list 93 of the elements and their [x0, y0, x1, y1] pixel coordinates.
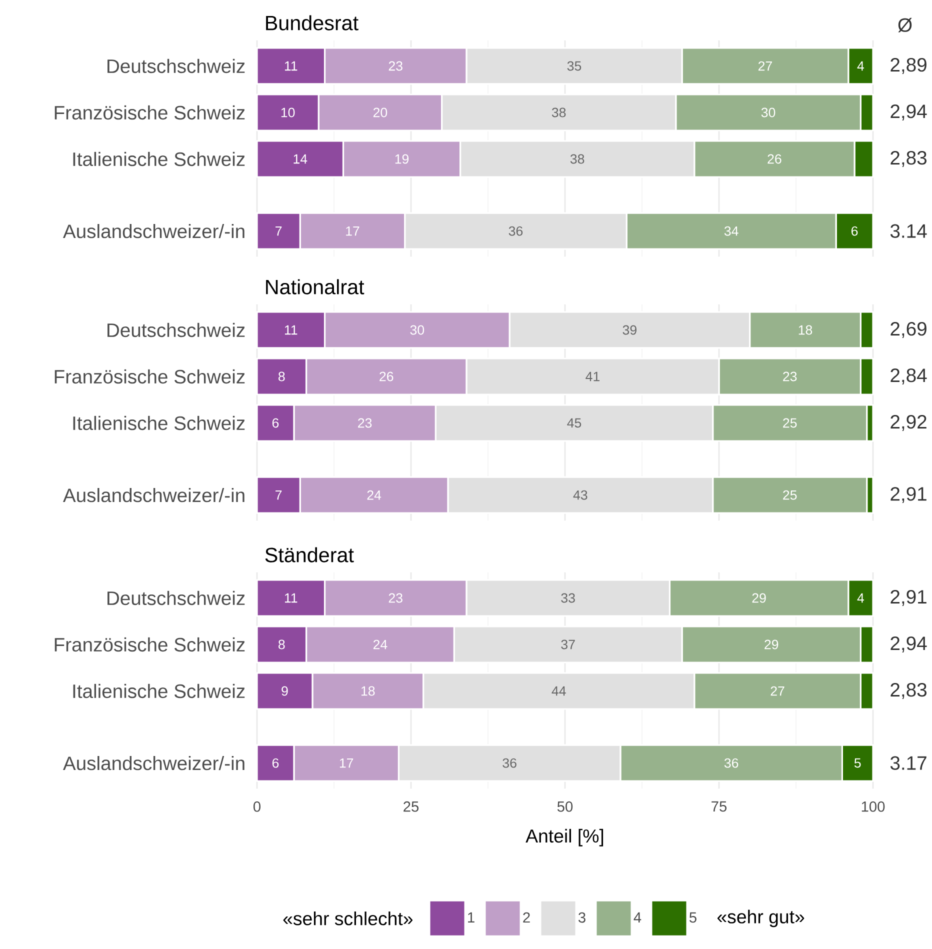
- data-label: 4: [857, 593, 864, 603]
- data-label: 35: [567, 61, 582, 71]
- data-label: 45: [567, 418, 582, 428]
- text: 2,91: [890, 590, 927, 606]
- data-label: 8: [278, 640, 285, 650]
- data-label: 17: [340, 758, 354, 768]
- data-label: 25: [783, 490, 797, 500]
- y-tick-label: Französische Schweiz: [54, 637, 245, 652]
- data-label: 7: [276, 226, 282, 236]
- x-tick-label: 50: [558, 801, 573, 812]
- text: «sehr gut»: [718, 910, 804, 928]
- chart-title: Ständerat: [265, 547, 354, 562]
- text: «sehr schlecht»: [283, 912, 413, 926]
- y-tick-label: Auslandschweizer/-in: [63, 488, 244, 502]
- text: 2,94: [890, 104, 927, 120]
- x-axis-title: Anteil [%]: [526, 828, 604, 846]
- text: 3.17: [890, 756, 926, 770]
- text: 3.14: [890, 224, 927, 238]
- x-tick-label: 75: [712, 801, 727, 812]
- data-label: 24: [374, 640, 388, 650]
- chart-title: Bundesrat: [266, 15, 359, 30]
- legend-label: 1: [468, 912, 474, 922]
- data-label: 33: [561, 593, 576, 603]
- text: 2,83: [890, 682, 927, 699]
- data-label: 27: [758, 61, 772, 71]
- data-label: 20: [374, 108, 388, 118]
- data-label: 4: [857, 61, 864, 71]
- data-label: 5: [854, 758, 861, 768]
- y-tick-label: Auslandschweizer/-in: [63, 756, 244, 770]
- data-label: 7: [276, 490, 282, 500]
- data-label: 6: [272, 758, 279, 768]
- legend-label: 4: [634, 912, 642, 922]
- y-tick-label: Italienische Schweiz: [73, 152, 245, 166]
- data-label: 6: [852, 226, 858, 236]
- y-tick-label: Deutschschweiz: [108, 590, 245, 606]
- x-tick-label: 0: [254, 801, 261, 812]
- data-label: 17: [346, 226, 360, 236]
- text: 2,84: [890, 368, 927, 384]
- y-tick-label: Auslandschweizer/-in: [63, 224, 244, 238]
- text: 2,91: [890, 487, 927, 504]
- data-label: 11: [285, 61, 298, 71]
- legend-label: 2: [523, 912, 530, 923]
- legend-label: 5: [690, 912, 697, 923]
- text: 2,83: [890, 150, 927, 167]
- data-label: 38: [552, 108, 566, 118]
- data-label: 25: [783, 418, 797, 428]
- data-label: 14: [294, 154, 308, 164]
- text: Ø: [898, 18, 912, 32]
- data-label: 19: [395, 154, 409, 164]
- data-label: 18: [362, 686, 375, 696]
- y-tick-label: Deutschschweiz: [108, 58, 245, 74]
- data-label: 23: [783, 372, 797, 382]
- data-label: 18: [798, 325, 812, 335]
- data-label: 41: [586, 372, 600, 382]
- data-label: 11: [285, 593, 298, 603]
- data-label: 30: [410, 325, 424, 335]
- y-tick-label: Französische Schweiz: [54, 369, 245, 384]
- data-label: 23: [388, 593, 403, 603]
- data-label: 26: [768, 154, 782, 164]
- data-label: 24: [367, 490, 382, 500]
- data-label: 44: [552, 686, 566, 696]
- x-tick-label: 25: [404, 801, 419, 812]
- text: 2,89: [890, 58, 927, 74]
- data-label: 6: [272, 418, 279, 428]
- y-tick-label: Italienische Schweiz: [73, 684, 245, 698]
- data-label: 29: [752, 593, 766, 603]
- legend-label: 3: [578, 912, 586, 923]
- data-label: 38: [570, 154, 584, 164]
- data-label: 34: [724, 226, 738, 236]
- text: 2,92: [890, 414, 926, 431]
- data-label: 36: [502, 758, 517, 768]
- data-label: 43: [573, 490, 588, 500]
- y-tick-label: Deutschschweiz: [108, 322, 245, 338]
- x-tick-label: 100: [862, 801, 885, 812]
- data-label: 23: [358, 418, 372, 428]
- data-label: 30: [761, 108, 776, 118]
- text: 2,69: [890, 322, 927, 338]
- y-tick-label: Französische Schweiz: [54, 105, 245, 120]
- data-label: 39: [622, 325, 637, 335]
- data-label: 36: [508, 226, 523, 236]
- data-label: 37: [561, 640, 575, 650]
- data-label: 10: [282, 108, 295, 118]
- text: 2,94: [890, 636, 927, 652]
- data-label: 9: [282, 686, 288, 696]
- data-label: 11: [285, 325, 298, 335]
- data-label: 26: [380, 372, 394, 382]
- data-label: 27: [770, 686, 784, 696]
- data-label: 8: [278, 372, 285, 382]
- data-label: 29: [764, 640, 778, 650]
- chart-title: Nationalrat: [266, 279, 364, 294]
- y-tick-label: Italienische Schweiz: [73, 416, 245, 430]
- data-label: 36: [724, 758, 738, 768]
- data-label: 23: [388, 61, 403, 71]
